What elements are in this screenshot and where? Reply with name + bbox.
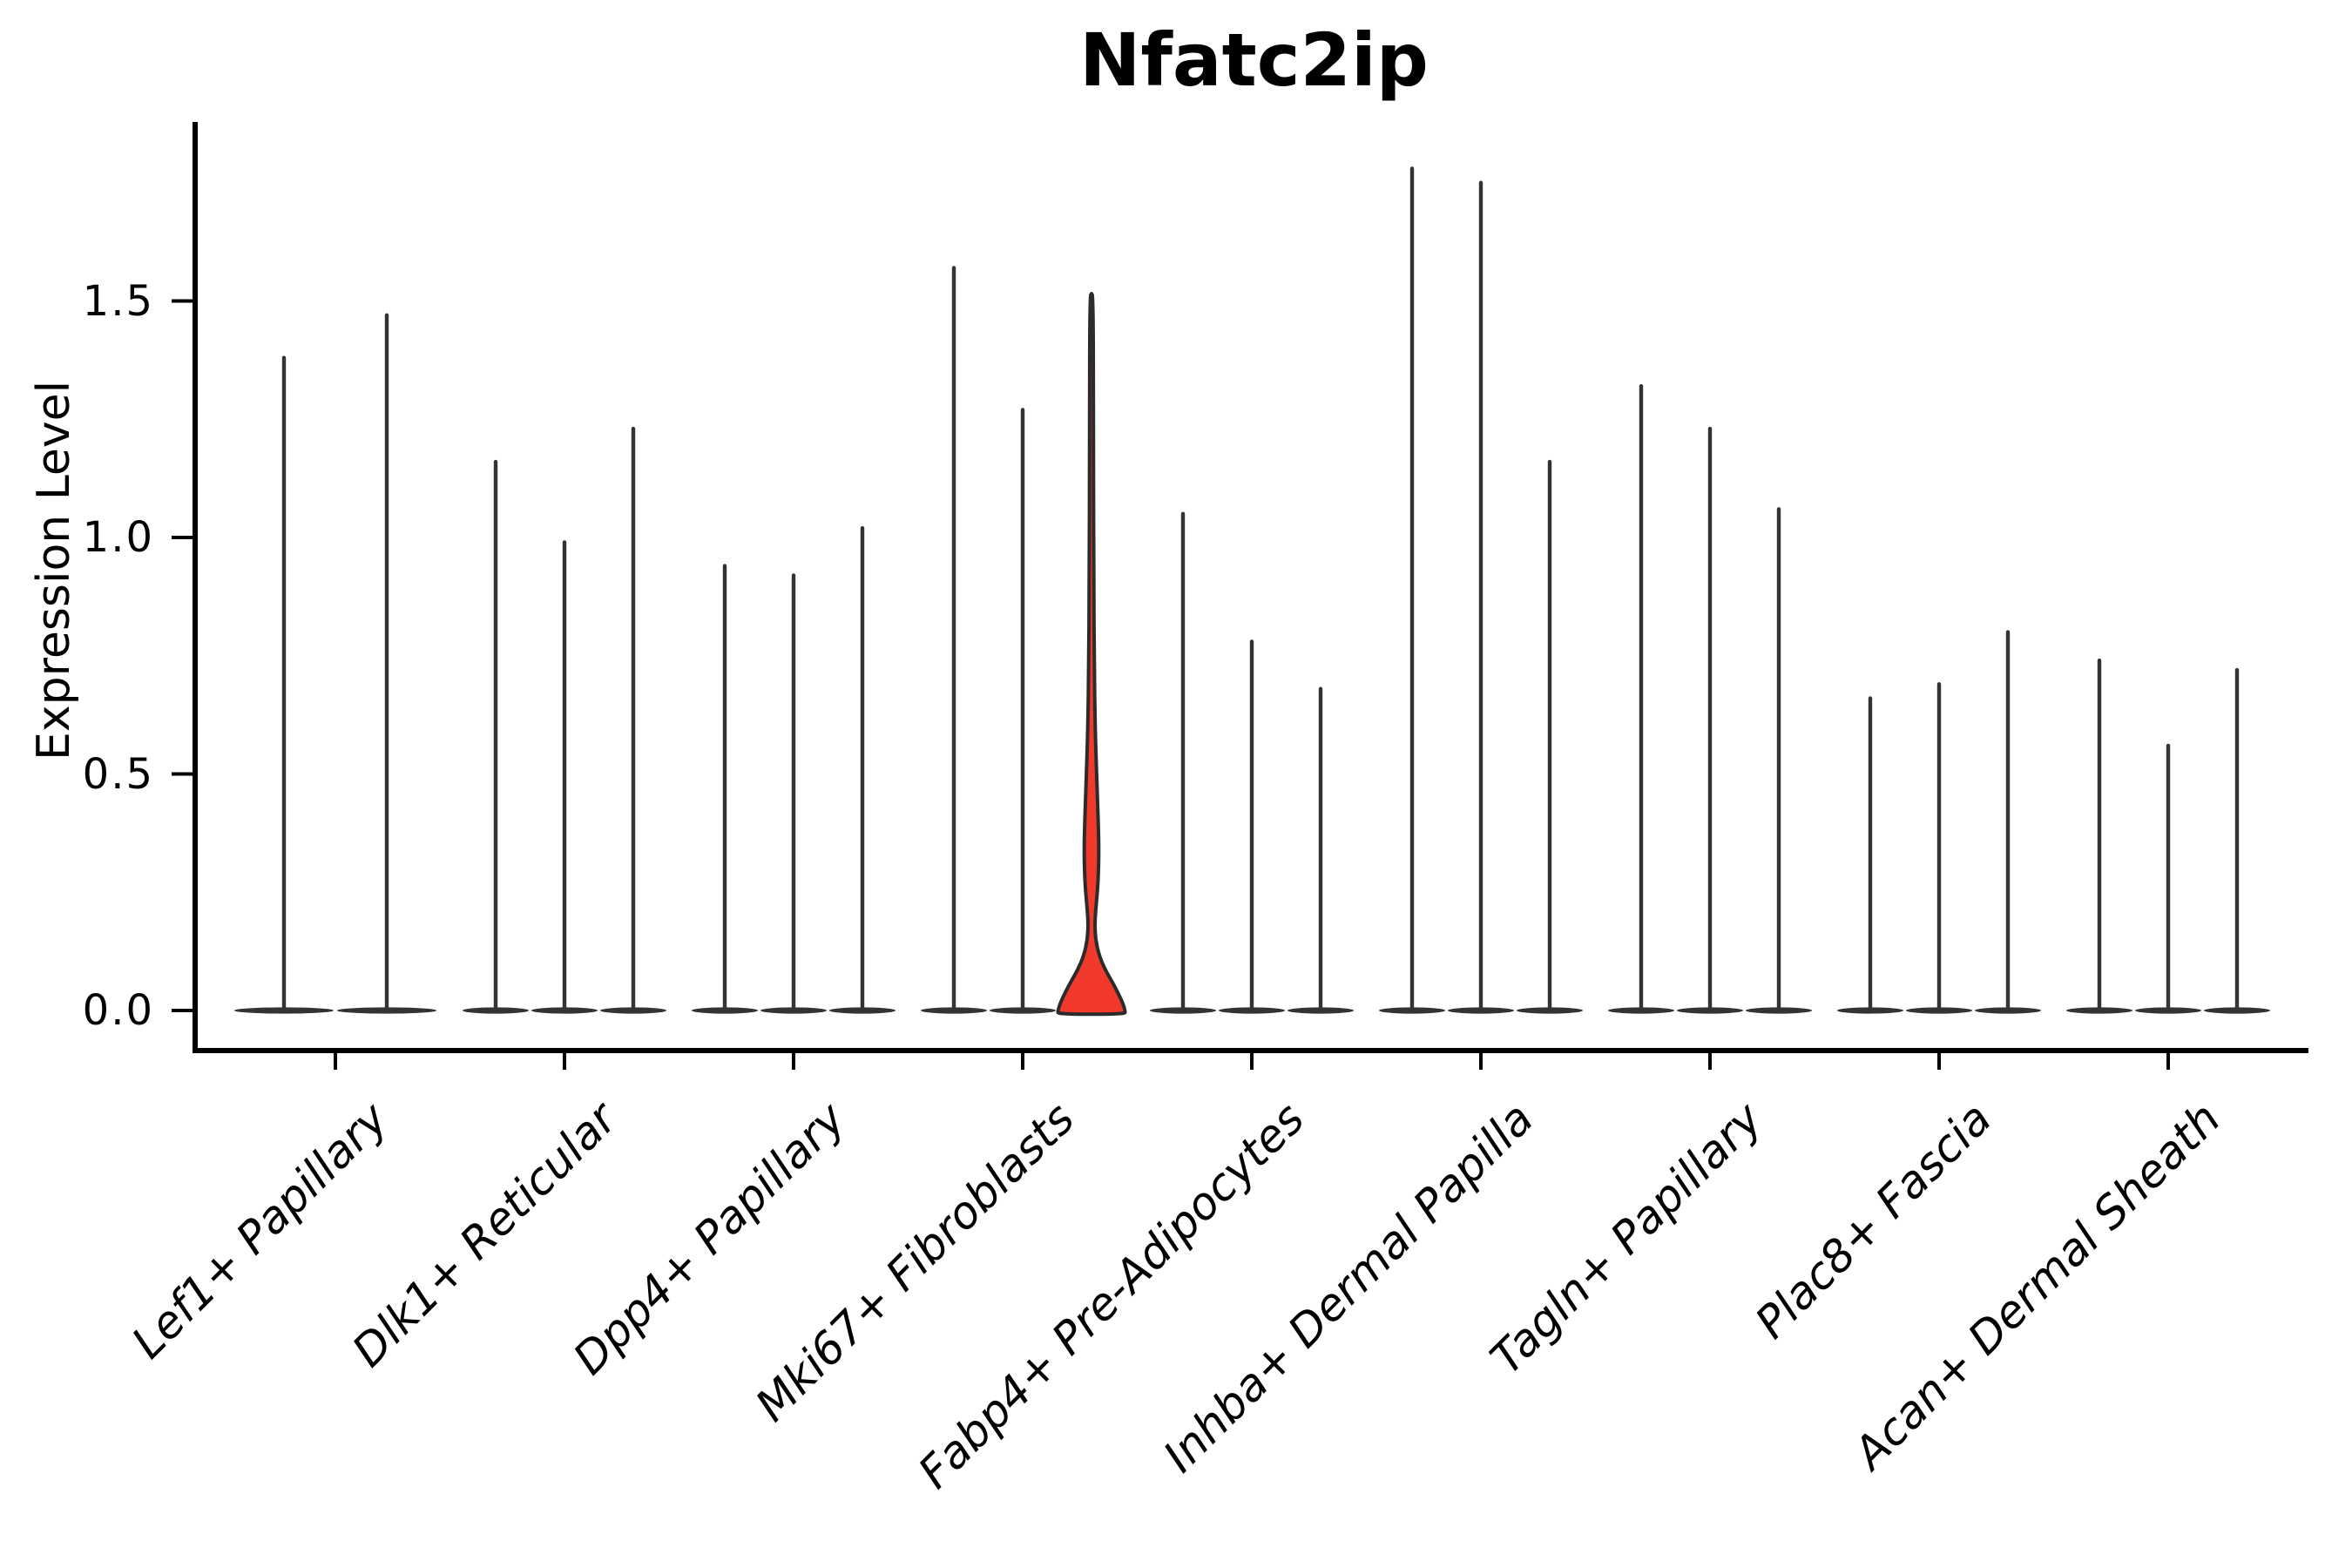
x-tick-mark bbox=[1021, 1053, 1024, 1070]
x-tick-mark bbox=[1937, 1053, 1941, 1070]
x-tick-mark bbox=[1479, 1053, 1483, 1070]
y-tick-label: 0.5 bbox=[82, 749, 154, 799]
x-tick-mark bbox=[792, 1053, 795, 1070]
y-tick-mark bbox=[172, 772, 193, 776]
y-tick-mark bbox=[172, 299, 193, 303]
y-axis-spine bbox=[193, 122, 198, 1053]
x-tick-mark bbox=[1250, 1053, 1254, 1070]
chart-title: Nfatc2ip bbox=[1079, 17, 1429, 103]
y-tick-mark bbox=[172, 536, 193, 539]
y-tick-label: 1.5 bbox=[82, 276, 154, 326]
x-tick-mark bbox=[334, 1053, 337, 1070]
y-tick-label: 0.0 bbox=[82, 986, 154, 1035]
x-tick-mark bbox=[2166, 1053, 2170, 1070]
x-tick-mark bbox=[563, 1053, 566, 1070]
x-axis-spine bbox=[193, 1048, 2308, 1053]
y-tick-mark bbox=[172, 1009, 193, 1012]
highlighted-violin bbox=[1056, 292, 1127, 1017]
x-tick-mark bbox=[1708, 1053, 1712, 1070]
y-tick-label: 1.0 bbox=[82, 513, 154, 562]
